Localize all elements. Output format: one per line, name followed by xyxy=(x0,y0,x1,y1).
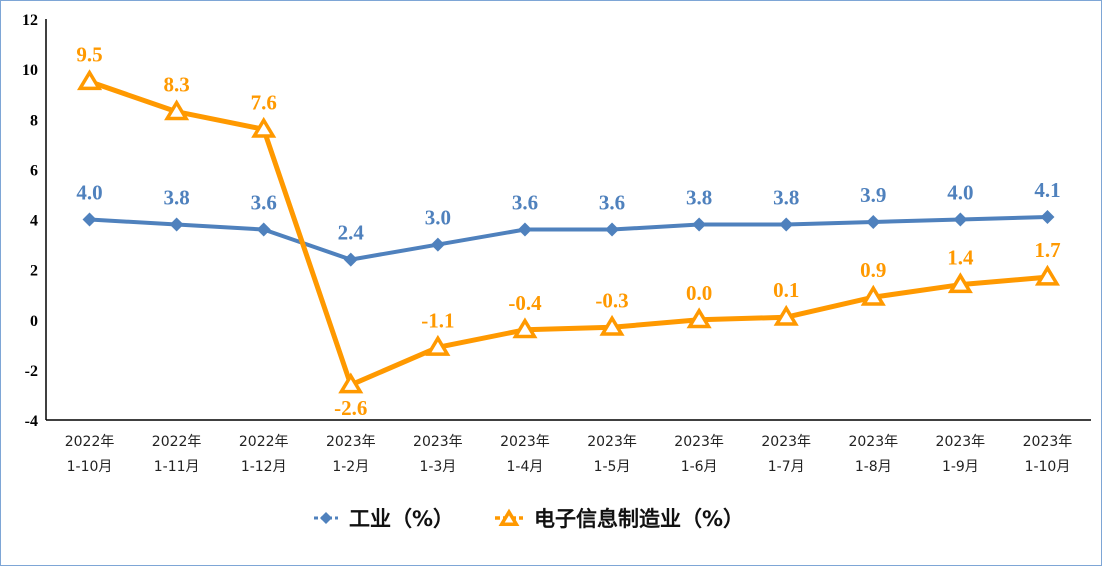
y-tick-label: 8 xyxy=(30,112,38,129)
data-label: 3.9 xyxy=(860,183,886,207)
data-label: 0.0 xyxy=(686,281,712,305)
x-tick-label: 2022年 xyxy=(152,434,202,450)
data-point-industry xyxy=(605,222,620,237)
x-tick-label: 1-5月 xyxy=(594,459,631,475)
x-tick-label: 1-6月 xyxy=(681,459,718,475)
data-label: 3.8 xyxy=(773,186,799,210)
data-point-electronics xyxy=(77,69,103,91)
y-tick-label: 6 xyxy=(30,162,38,179)
data-point-industry xyxy=(169,217,184,232)
x-tick-label: 2023年 xyxy=(761,434,811,450)
data-label: 0.1 xyxy=(773,278,799,302)
x-tick-label: 2022年 xyxy=(239,434,289,450)
data-point-electronics xyxy=(512,317,538,339)
legend-label-industry: 工业（%） xyxy=(349,507,454,531)
data-point-industry xyxy=(517,222,532,237)
data-point-electronics xyxy=(773,304,799,326)
data-point-industry xyxy=(82,212,97,227)
data-label: 1.7 xyxy=(1034,238,1060,262)
x-tick-label: 1-10月 xyxy=(1025,459,1071,475)
data-label: 9.5 xyxy=(76,43,102,67)
data-point-electronics xyxy=(1034,264,1061,286)
x-tick-label: 1-11月 xyxy=(154,459,200,475)
data-label: 2.4 xyxy=(338,221,365,245)
x-tick-label: 1-9月 xyxy=(942,459,979,475)
y-tick-label: -4 xyxy=(25,413,38,430)
data-point-industry xyxy=(692,217,707,232)
x-tick-label: 1-8月 xyxy=(855,459,892,475)
data-point-electronics xyxy=(599,314,625,336)
series-line-electronics xyxy=(88,79,1048,388)
legend-marker-industry xyxy=(320,512,332,524)
x-tick-label: 1-2月 xyxy=(332,459,369,475)
x-tick-label: 1-12月 xyxy=(241,459,287,475)
x-tick-label: 2023年 xyxy=(936,434,986,450)
data-point-electronics xyxy=(947,272,973,294)
x-tick-label: 1-7月 xyxy=(768,459,805,475)
y-tick-label: 2 xyxy=(30,263,38,280)
x-tick-label: 2023年 xyxy=(326,434,376,450)
data-point-electronics xyxy=(686,307,712,329)
y-tick-label: -2 xyxy=(25,363,38,380)
data-label: 8.3 xyxy=(164,73,190,97)
legend-marker-electronics xyxy=(498,508,520,526)
data-label: 4.1 xyxy=(1034,178,1060,202)
data-point-industry xyxy=(953,212,968,227)
series-line-industry xyxy=(89,214,1048,262)
x-tick-label: 2023年 xyxy=(413,434,463,450)
data-label: -0.3 xyxy=(595,288,628,312)
x-tick-label: 1-10月 xyxy=(67,459,113,475)
data-label: 3.6 xyxy=(251,191,277,215)
data-point-industry xyxy=(866,215,881,230)
x-tick-label: 2023年 xyxy=(674,434,724,450)
data-label: 0.9 xyxy=(860,258,886,282)
x-tick-label: 2023年 xyxy=(848,434,898,450)
x-tick-label: 2022年 xyxy=(65,434,115,450)
data-label: 3.6 xyxy=(512,191,538,215)
y-tick-label: 0 xyxy=(30,313,38,330)
data-label: 1.4 xyxy=(947,246,974,270)
legend-label-electronics: 电子信息制造业（%） xyxy=(534,507,744,531)
data-point-industry xyxy=(430,237,445,252)
x-tick-label: 2023年 xyxy=(1023,434,1073,450)
data-point-electronics xyxy=(338,372,364,394)
x-tick-label: 2023年 xyxy=(500,434,550,450)
data-point-electronics xyxy=(164,99,190,121)
data-label: 3.0 xyxy=(425,206,451,230)
data-point-electronics xyxy=(425,334,451,356)
data-label: -1.1 xyxy=(421,308,454,332)
data-label: 3.8 xyxy=(686,186,712,210)
data-point-industry xyxy=(343,252,358,267)
data-label: 7.6 xyxy=(251,90,277,114)
data-label: 4.0 xyxy=(947,181,973,205)
y-tick-label: 4 xyxy=(30,213,38,230)
y-tick-label: 12 xyxy=(22,12,38,29)
y-tick-label: 10 xyxy=(22,62,38,79)
data-label: 4.0 xyxy=(76,181,102,205)
data-label: -2.6 xyxy=(334,396,367,420)
data-point-electronics xyxy=(860,284,886,306)
data-point-industry xyxy=(779,217,794,232)
x-tick-label: 2023年 xyxy=(587,434,637,450)
x-tick-label: 1-4月 xyxy=(507,459,544,475)
x-tick-label: 1-3月 xyxy=(419,459,456,475)
data-label: 3.6 xyxy=(599,191,625,215)
data-label: -0.4 xyxy=(508,291,542,315)
data-label: 3.8 xyxy=(164,186,190,210)
data-point-industry xyxy=(256,222,271,237)
data-point-electronics xyxy=(251,116,277,138)
data-point-industry xyxy=(1040,209,1055,224)
